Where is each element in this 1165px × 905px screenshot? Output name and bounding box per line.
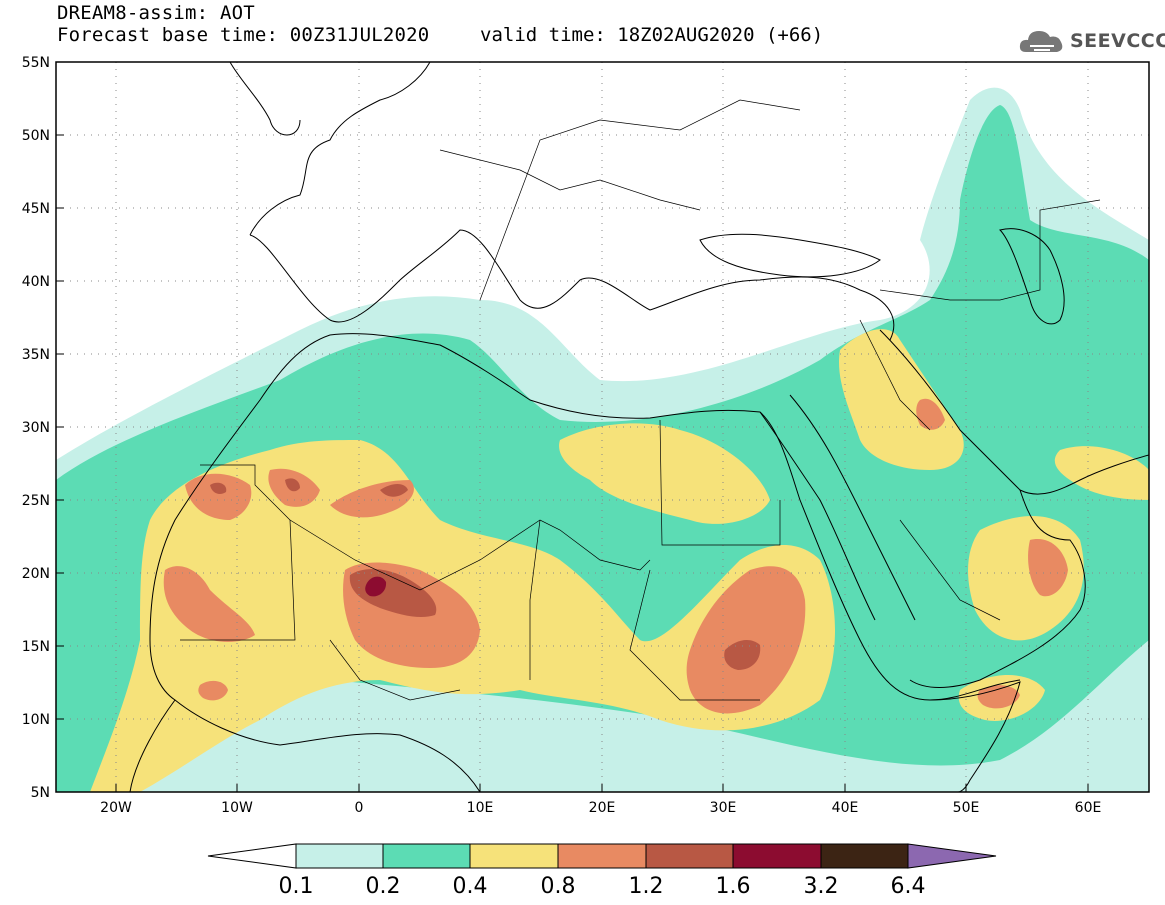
lat-label: 20N — [22, 566, 50, 582]
lon-label: 10W — [221, 800, 253, 816]
lat-label: 50N — [22, 128, 50, 144]
chart-title: DREAM8-assim: AOT — [57, 2, 255, 24]
lon-label: 10E — [467, 800, 494, 816]
aot-region-brown-maur — [210, 482, 227, 494]
lat-label: 5N — [31, 785, 50, 801]
aot-field — [56, 62, 1149, 792]
lon-label: 40E — [832, 800, 859, 816]
aot-region-orange-guinea — [198, 680, 228, 701]
aot-region-yellow-central — [559, 423, 770, 524]
aot-region-orange-somalia — [977, 685, 1020, 709]
aot-region-brown-ne — [380, 484, 408, 497]
aot-region-brown-sudan — [724, 639, 761, 670]
lat-label: 45N — [22, 201, 50, 217]
lat-label: 25N — [22, 493, 50, 509]
aot-region-orange-arabia — [1028, 539, 1068, 597]
lon-label: 20E — [589, 800, 616, 816]
aot-region-orange-west — [163, 566, 255, 642]
lon-label: 30E — [710, 800, 737, 816]
logo-text: SEEVCCC — [1070, 30, 1165, 52]
cloud-icon — [1019, 31, 1063, 52]
aot-region-yellow-iraq — [839, 329, 964, 470]
borders — [180, 99, 1101, 701]
valid-time: valid time: 18Z02AUG2020 (+66) — [480, 24, 824, 46]
lon-ticks — [115, 784, 1089, 792]
aot-region-orange-mauritania — [185, 473, 252, 520]
forecast-base-time: Forecast base time: 00Z31JUL2020 — [57, 24, 430, 46]
aot-region-brown-algeria — [285, 478, 300, 492]
lon-labels: 20W 10W 0 10E 20E 30E 40E 50E 60E — [100, 800, 1101, 816]
lat-ticks — [56, 61, 64, 793]
lat-label: 30N — [22, 420, 50, 436]
aot-region-yellow-gulf — [1054, 446, 1149, 500]
lon-label: 0 — [355, 800, 364, 816]
lat-label: 35N — [22, 347, 50, 363]
lat-label: 55N — [22, 55, 50, 71]
lon-label: 20W — [100, 800, 132, 816]
aot-region-orange-sudan — [686, 566, 806, 714]
lat-labels: 55N 50N 45N 40N 35N 30N 25N 20N 15N 10N … — [22, 55, 50, 801]
aot-region-darkred — [365, 576, 387, 597]
coastlines — [129, 62, 1149, 792]
lat-label: 10N — [22, 712, 50, 728]
lon-label: 50E — [953, 800, 980, 816]
seevccc-logo: SEEVCCC — [1018, 24, 1165, 58]
aot-region-orange-iraq — [916, 398, 945, 430]
lon-label: 60E — [1075, 800, 1102, 816]
lat-label: 40N — [22, 274, 50, 290]
lat-label: 15N — [22, 639, 50, 655]
